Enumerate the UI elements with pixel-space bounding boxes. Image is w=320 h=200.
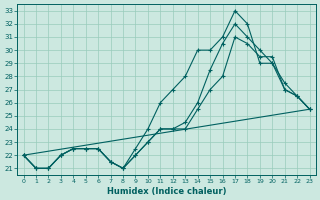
- X-axis label: Humidex (Indice chaleur): Humidex (Indice chaleur): [107, 187, 226, 196]
